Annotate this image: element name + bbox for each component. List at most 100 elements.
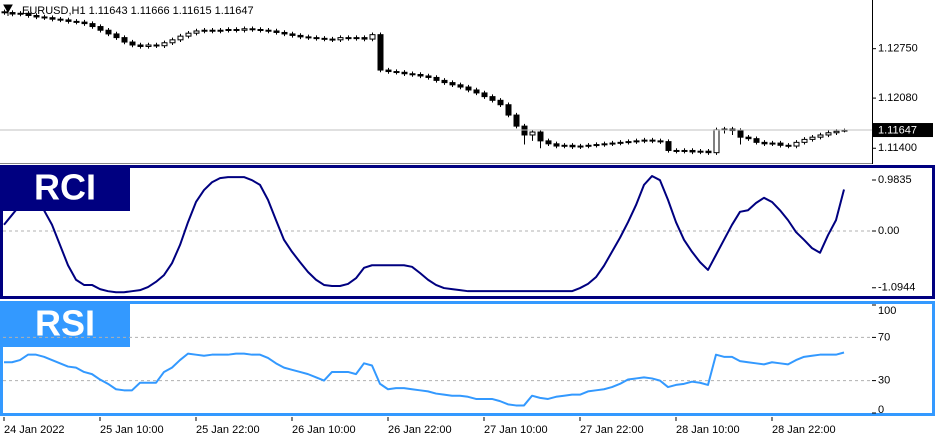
candle-body [553,143,560,147]
x-tick-label: 28 Jan 10:00 [676,424,740,436]
candle-body [609,142,616,145]
candle-body [761,141,768,145]
candle-body [65,19,72,22]
candle-body [233,29,240,32]
candle-body [681,149,688,152]
candle-body [9,12,16,15]
candle-body [497,99,504,106]
candle-body [33,14,40,18]
candle-body [401,71,408,75]
candle-body [273,30,280,33]
candle-body [489,96,496,101]
candle-body [345,37,352,40]
panel-title-box [0,165,130,211]
x-tick-label: 27 Jan 10:00 [484,424,548,436]
candle-body [281,31,288,35]
candle-body [145,44,152,47]
panel-frame [0,165,935,299]
candle-body [409,73,416,76]
candle-body [697,150,704,153]
y-tick-label: 1.12080 [878,92,918,104]
candle-body [41,16,48,19]
candle-body [217,29,224,32]
candle-body [473,89,480,94]
candle-body [73,20,80,23]
y-tick-label: 100 [878,305,896,317]
candle-body [1,11,8,14]
candle-body [361,37,368,40]
candle-body [265,29,272,32]
candle-body [481,92,488,98]
candle-body [785,144,792,147]
candle-body [241,28,248,31]
candle-body [185,32,192,37]
y-tick-label: 1.12750 [878,43,918,55]
chart-title: EURUSD,H1 1.11643 1.11666 1.11615 1.1164… [22,5,254,17]
candle-body [201,29,208,32]
candle-body [353,37,360,40]
candle-body [793,141,800,147]
candle-body [433,76,440,81]
candle-body [457,84,464,88]
panel-title: RCI [34,167,96,208]
candle-body [177,35,184,41]
candle-body [193,30,200,34]
panel-frame [0,301,935,416]
candle-body [689,149,696,153]
candle-body [569,144,576,148]
candle-body [825,132,832,136]
candle-body [769,142,776,145]
y-tick-label: 70 [878,331,890,343]
x-tick-label: 25 Jan 22:00 [196,424,260,436]
candle-body [585,144,592,147]
candle-body [289,33,296,36]
candle-body [337,37,344,41]
candle-body [121,37,128,43]
candle-body [81,21,88,25]
menu-icon [3,4,13,16]
candle-body [713,129,720,154]
x-tick-label: 25 Jan 10:00 [100,424,164,436]
candle-body [385,69,392,73]
y-tick-label: -1.0944 [878,282,915,294]
panel-title: RSI [35,303,95,344]
panel-title-box [0,301,130,347]
candle-body [369,34,376,40]
candle-body [817,134,824,138]
y-tick-label: 0 [878,404,884,416]
candle-body [329,38,336,41]
candle-body [89,23,96,28]
indicator-line [3,175,845,294]
candle-body [297,34,304,38]
candle-body [777,142,784,146]
candle-body [321,37,328,40]
candle-body [249,28,256,31]
y-tick-label: 0.9835 [878,174,912,186]
candle-body [161,42,168,47]
candle-body [313,37,320,40]
candle-body [545,140,552,145]
candle-body [97,26,104,31]
candle-body [633,140,640,143]
candle-body [649,139,656,142]
candle-body [521,125,528,136]
candle-body [737,130,744,138]
candle-body [257,29,264,32]
x-tick-label: 27 Jan 22:00 [580,424,644,436]
candle-body [137,44,144,47]
candle-body [105,29,112,35]
candle-body [625,141,632,144]
current-price-box [873,123,933,138]
candle-body [833,130,840,134]
y-tick-label: 1.11400 [878,142,917,154]
candle-body [705,150,712,154]
candle-body [57,18,64,21]
candle-body [505,104,512,116]
candle-body [577,145,584,148]
y-tick-label: 0.00 [878,225,899,237]
candle-body [673,149,680,152]
candle-body [425,75,432,78]
indicator-line [4,351,845,407]
